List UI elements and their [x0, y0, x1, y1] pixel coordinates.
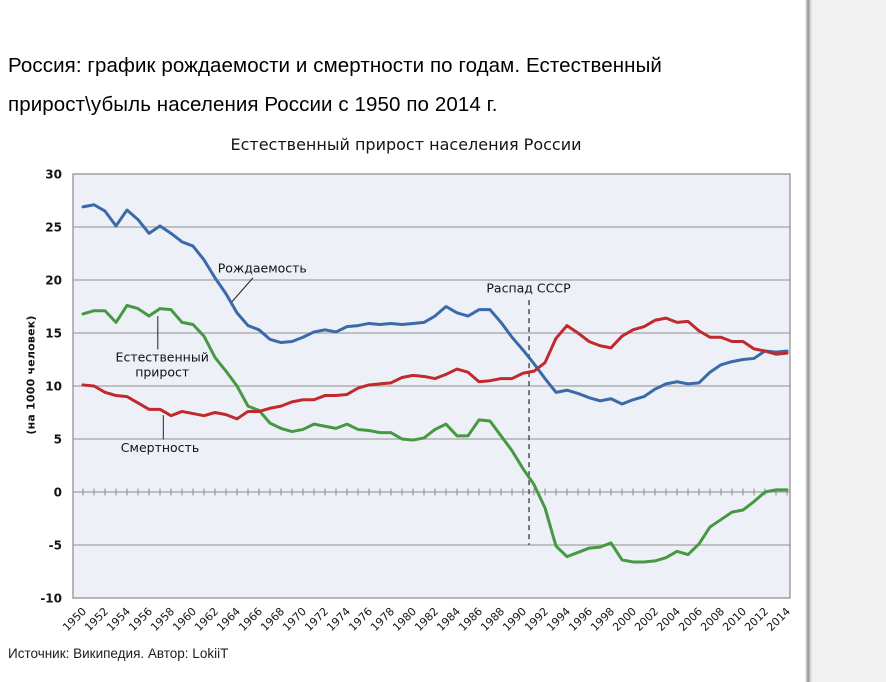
x-tick-label: 1990: [500, 605, 529, 634]
x-tick-label: 1966: [236, 605, 265, 634]
birth-rate-label-leader: [231, 277, 254, 303]
y-tick-label: -10: [40, 592, 62, 606]
birth-rate-label: Рождаемость: [218, 260, 307, 275]
chart-canvas: -10-505101520253019501952195419561958196…: [40, 168, 793, 634]
x-tick-label: 1982: [412, 605, 441, 634]
y-tick-label: 30: [45, 168, 62, 182]
x-tick-label: 2002: [632, 605, 661, 634]
death-rate-label: Смертность: [121, 440, 199, 455]
x-tick-label: 1964: [214, 605, 243, 634]
x-tick-label: 1986: [456, 605, 485, 634]
y-tick-label: 0: [54, 486, 62, 500]
x-tick-label: 1984: [434, 605, 463, 634]
x-tick-label: 1970: [280, 605, 309, 634]
chart-title: Естественный прирост населения России: [230, 135, 582, 154]
y-tick-label: 20: [45, 274, 62, 288]
x-tick-label: 1952: [82, 605, 111, 634]
x-tick-label: 1980: [390, 605, 419, 634]
right-panel: [812, 0, 886, 682]
natural-growth-label: Естественный прирост: [116, 349, 209, 379]
x-tick-label: 1996: [566, 605, 595, 634]
window-divider: [805, 0, 812, 682]
x-tick-label: 1988: [478, 605, 507, 634]
x-tick-label: 2004: [654, 605, 683, 634]
x-tick-label: 1958: [148, 605, 177, 634]
x-tick-label: 1954: [104, 605, 133, 634]
series-line-Смертность: [81, 316, 789, 421]
source-credit: Источник: Википедия. Автор: LokiiT: [8, 646, 229, 661]
x-tick-label: 2008: [698, 605, 727, 634]
x-tick-label: 2014: [764, 605, 793, 634]
x-tick-label: 1994: [544, 605, 573, 634]
x-tick-label: 1978: [368, 605, 397, 634]
x-tick-label: 1998: [588, 605, 617, 634]
page-title: Россия: график рождаемости и смертности …: [8, 54, 662, 116]
x-tick-label: 1974: [324, 605, 353, 634]
y-tick-label: 10: [45, 380, 62, 394]
y-tick-label: 15: [45, 327, 62, 341]
x-tick-label: 1972: [302, 605, 331, 634]
series-line-Естественный прирост: [81, 303, 789, 564]
x-tick-label: 1992: [522, 605, 551, 634]
x-tick-label: 1976: [346, 605, 375, 634]
y-tick-label: 25: [45, 221, 62, 235]
x-tick-label: 1956: [126, 605, 155, 634]
y-tick-label: -5: [49, 539, 62, 553]
x-tick-label: 2006: [676, 605, 705, 634]
series-line-Рождаемость: [81, 203, 789, 406]
x-tick-label: 1960: [170, 605, 199, 634]
x-tick-label: 2012: [742, 605, 771, 634]
y-tick-label: 5: [54, 433, 62, 447]
x-tick-label: 2010: [720, 605, 749, 634]
ussr-collapse-label: Распад СССР: [486, 280, 571, 295]
x-tick-label: 1950: [60, 605, 89, 634]
plot-border: [72, 173, 791, 599]
x-tick-label: 1962: [192, 605, 221, 634]
x-tick-label: 1968: [258, 605, 287, 634]
x-tick-label: 2000: [610, 605, 639, 634]
